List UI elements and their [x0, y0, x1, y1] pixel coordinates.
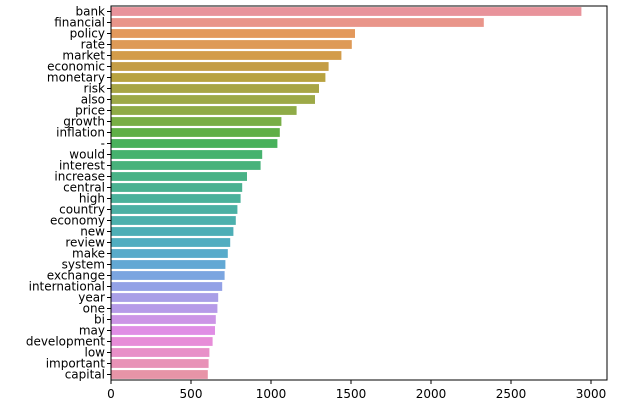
category-label-20: new: [80, 225, 105, 239]
bar-23: [111, 260, 226, 269]
category-label-13: would: [69, 148, 105, 162]
category-label-16: central: [63, 181, 105, 195]
x-tick-label-3: 1500: [336, 387, 367, 401]
bar-32: [111, 359, 209, 368]
bar-27: [111, 304, 218, 313]
bar-0: [111, 7, 582, 16]
bar-21: [111, 238, 231, 247]
bar-16: [111, 183, 243, 192]
category-label-7: risk: [84, 82, 106, 96]
category-label-19: economy: [50, 214, 105, 228]
category-labels: bankfinancialpolicyratemarketeconomicmon…: [26, 5, 111, 382]
category-label-15: increase: [54, 170, 105, 184]
bar-33: [111, 370, 208, 379]
bar-28: [111, 315, 216, 324]
category-label-3: rate: [81, 38, 105, 52]
bar-25: [111, 282, 223, 291]
bar-17: [111, 194, 241, 203]
category-label-2: policy: [70, 27, 105, 41]
category-label-8: also: [81, 93, 105, 107]
x-tick-label-0: 0: [107, 387, 115, 401]
category-label-27: one: [83, 302, 105, 316]
category-label-4: market: [62, 49, 105, 63]
category-label-1: financial: [54, 16, 105, 30]
category-label-14: interest: [59, 159, 105, 173]
bar-15: [111, 172, 247, 181]
bar-7: [111, 84, 319, 93]
bar-2: [111, 29, 355, 38]
bar-13: [111, 150, 263, 159]
bar-11: [111, 128, 280, 137]
bar-29: [111, 326, 215, 335]
bar-20: [111, 227, 234, 236]
x-axis-ticks: 0 500 1000 1500 2000 2500 3000: [107, 380, 606, 401]
category-label-32: important: [46, 357, 106, 371]
bar-8: [111, 95, 315, 104]
category-label-21: review: [65, 236, 105, 250]
bar-4: [111, 51, 342, 60]
bar-19: [111, 216, 236, 225]
category-label-6: monetary: [47, 71, 105, 85]
category-label-22: make: [72, 247, 105, 261]
bars-group: [111, 7, 582, 379]
category-label-29: may: [79, 324, 105, 338]
category-label-28: bi: [94, 313, 105, 327]
bar-12: [111, 139, 278, 148]
bar-31: [111, 348, 210, 357]
bar-10: [111, 117, 282, 126]
category-label-10: growth: [63, 115, 105, 129]
category-label-0: bank: [75, 5, 105, 19]
bar-9: [111, 106, 297, 115]
x-tick-label-5: 2500: [496, 387, 527, 401]
category-label-5: economic: [47, 60, 105, 74]
category-label-23: system: [62, 258, 105, 272]
x-tick-label-6: 3000: [576, 387, 607, 401]
category-label-12: -: [101, 137, 105, 151]
bar-26: [111, 293, 219, 302]
bar-5: [111, 62, 329, 71]
x-tick-label-2: 1000: [256, 387, 287, 401]
category-label-30: development: [26, 335, 105, 349]
category-label-11: inflation: [56, 126, 105, 140]
bar-18: [111, 205, 238, 214]
bar-14: [111, 161, 261, 170]
bar-3: [111, 40, 352, 49]
bar-22: [111, 249, 228, 258]
category-label-17: high: [79, 192, 105, 206]
x-tick-label-1: 500: [180, 387, 203, 401]
bar-24: [111, 271, 225, 280]
category-label-26: year: [78, 291, 105, 305]
category-label-25: international: [29, 280, 105, 294]
category-label-18: country: [59, 203, 105, 217]
category-label-9: price: [75, 104, 105, 118]
plot-frame: [110, 5, 608, 381]
bar-1: [111, 18, 484, 27]
category-label-24: exchange: [47, 269, 105, 283]
bar-6: [111, 73, 326, 82]
x-tick-label-4: 2000: [416, 387, 447, 401]
category-label-33: capital: [65, 368, 105, 382]
bar-30: [111, 337, 213, 346]
category-label-31: low: [85, 346, 106, 360]
